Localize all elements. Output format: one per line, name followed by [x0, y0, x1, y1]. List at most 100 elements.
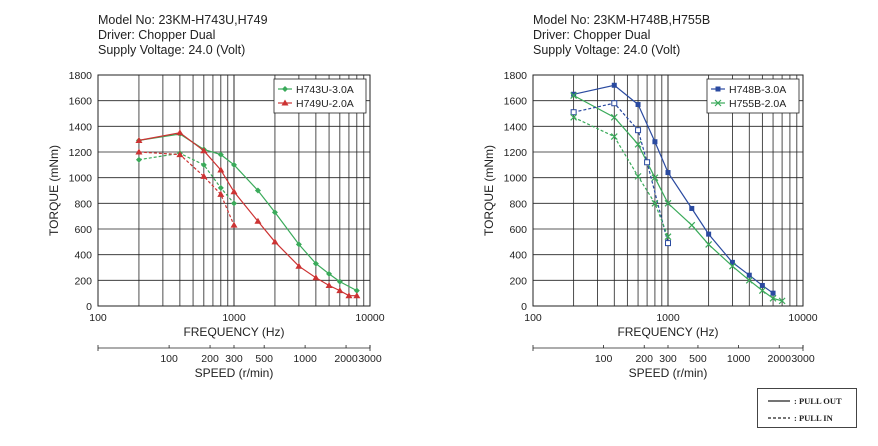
x-axis-label: FREQUENCY (Hz): [183, 325, 284, 339]
data-point: [336, 278, 343, 285]
series-line-pull-in: [138, 152, 235, 204]
y-tick-label: 1600: [504, 96, 528, 108]
data-point: [217, 190, 225, 197]
y-tick-label: 1800: [504, 70, 528, 82]
data-point: [571, 91, 577, 97]
data-point: [644, 159, 651, 166]
data-point: [635, 102, 641, 108]
data-point: [176, 151, 184, 158]
data-point: [326, 270, 333, 277]
data-point: [231, 200, 237, 207]
data-point: [230, 221, 238, 228]
plot-frame: [97, 74, 371, 307]
legend-entry-label: H755B-2.0A: [729, 98, 786, 110]
chart-header-line: Model No: 23KM-H748B,H755B: [533, 13, 710, 27]
data-point: [135, 148, 143, 155]
legend-marker: [715, 86, 721, 92]
data-point: [610, 113, 618, 121]
data-point: [336, 287, 344, 294]
data-point: [664, 233, 672, 241]
legend-box: [273, 78, 367, 114]
chart-header-line: Driver: Chopper Dual: [98, 28, 215, 42]
data-point: [217, 166, 225, 173]
data-point: [325, 281, 333, 288]
speed-tick-label: 2000: [334, 353, 358, 365]
legend-entry-label: H743U-3.0A: [296, 84, 354, 96]
data-point: [728, 262, 736, 270]
speed-axis-label: SPEED (r/min): [195, 366, 274, 380]
series-line-pull-out: [138, 132, 357, 297]
data-point: [652, 139, 658, 145]
legend-marker: [714, 99, 722, 107]
chart-header-line: Driver: Chopper Dual: [533, 28, 650, 42]
data-point: [217, 151, 224, 158]
data-point: [570, 113, 578, 121]
speed-tick-label: 200: [635, 353, 653, 365]
data-point: [651, 174, 659, 182]
speed-tick-label: 3000: [791, 353, 815, 365]
data-point: [769, 294, 777, 302]
y-tick-label: 200: [509, 275, 527, 287]
y-axis-label: TORQUE (mNm): [47, 145, 61, 236]
data-point: [611, 100, 618, 107]
data-point: [570, 92, 578, 99]
data-point: [200, 172, 208, 179]
data-point: [634, 140, 642, 148]
speed-tick-label: 3000: [358, 353, 382, 365]
speed-tick-label: 100: [160, 353, 178, 365]
legend-box: [706, 78, 800, 114]
data-point: [271, 238, 279, 245]
x-tick-label: 1000: [222, 312, 246, 324]
data-point: [254, 217, 262, 224]
data-point: [353, 292, 361, 299]
speed-tick-label: 500: [255, 353, 273, 365]
x-tick-label: 10000: [788, 312, 817, 324]
y-tick-label: 1400: [69, 121, 93, 133]
y-tick-label: 1000: [504, 173, 528, 185]
line-key: : PULL OUT : PULL IN: [757, 388, 857, 428]
speed-tick-label: 300: [225, 353, 243, 365]
data-point: [705, 240, 713, 248]
y-tick-label: 1600: [69, 96, 93, 108]
data-point: [200, 147, 208, 154]
data-point: [230, 188, 238, 195]
legend-entry-label: H749U-2.0A: [296, 98, 354, 110]
speed-axis-label: SPEED (r/min): [629, 366, 708, 380]
y-tick-label: 800: [509, 198, 527, 210]
data-point: [634, 172, 642, 180]
y-tick-label: 200: [74, 275, 92, 287]
speed-tick-label: 500: [689, 353, 707, 365]
data-point: [664, 199, 672, 207]
y-tick-label: 1200: [504, 147, 528, 159]
legend-entry-label: H748B-3.0A: [729, 84, 786, 96]
data-point: [770, 290, 776, 296]
series-line-pull-in: [138, 151, 235, 226]
data-point: [689, 205, 695, 211]
speed-tick-label: 100: [595, 353, 613, 365]
y-tick-label: 600: [74, 224, 92, 236]
data-point: [706, 231, 712, 237]
y-tick-label: 0: [521, 301, 527, 313]
legend-marker: [281, 99, 289, 106]
data-point: [746, 272, 752, 278]
pull-out-label: : PULL OUT: [794, 396, 842, 406]
speed-tick-label: 1000: [727, 353, 751, 365]
speed-tick-label: 300: [659, 353, 677, 365]
data-point: [295, 241, 302, 248]
data-point: [135, 156, 142, 163]
y-tick-label: 1200: [69, 147, 93, 159]
x-tick-label: 100: [524, 312, 542, 324]
y-tick-label: 600: [509, 224, 527, 236]
y-tick-label: 400: [509, 250, 527, 262]
data-point: [611, 82, 617, 88]
data-point: [759, 282, 765, 288]
pull-in-label: : PULL IN: [794, 413, 834, 423]
data-point: [231, 161, 237, 168]
data-point: [635, 127, 642, 134]
data-point: [688, 221, 696, 229]
x-tick-label: 100: [89, 312, 107, 324]
data-point: [312, 274, 320, 281]
